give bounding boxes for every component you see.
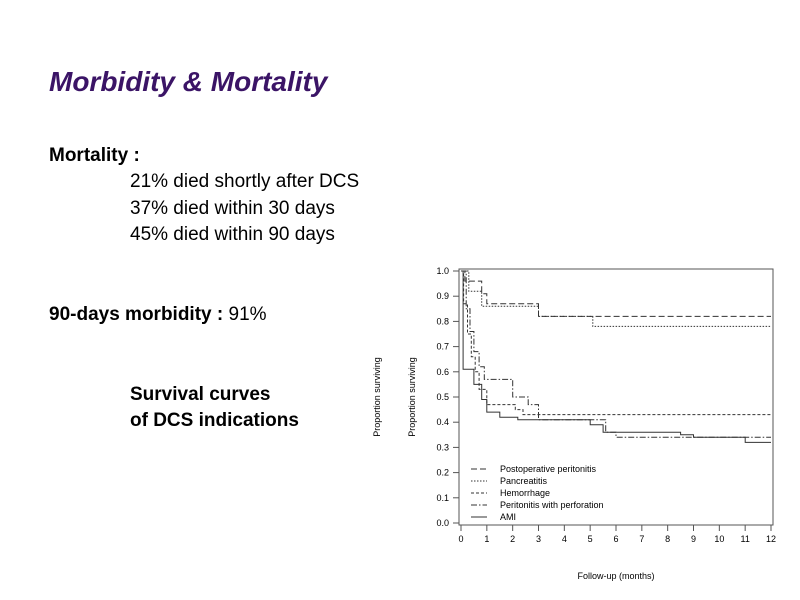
y-tick-label: 0.6 bbox=[436, 367, 449, 377]
chart-caption-line-1: Survival curves bbox=[130, 384, 271, 405]
series-line-3 bbox=[461, 270, 771, 416]
y-tick-label: 0.9 bbox=[436, 291, 449, 301]
morbidity-label: 90-days morbidity : bbox=[49, 304, 224, 325]
x-tick-label: 0 bbox=[458, 534, 463, 544]
morbidity-value: 91% bbox=[223, 304, 267, 325]
x-tick-label: 3 bbox=[536, 534, 541, 544]
x-tick-label: 9 bbox=[691, 534, 696, 544]
page-title: Morbidity & Mortality bbox=[49, 66, 328, 97]
y-tick-label: 0.7 bbox=[436, 342, 449, 352]
survival-chart: 0.00.10.20.30.40.50.60.70.80.91.00 1 2 3 4 5 6… bbox=[372, 266, 776, 581]
x-tick-label: 1 bbox=[484, 534, 489, 544]
mortality-item-1: 21% died shortly after DCS bbox=[130, 171, 360, 192]
y-tick-label: 0.8 bbox=[436, 316, 449, 326]
legend-label-3: Hemorrhage bbox=[500, 488, 550, 498]
y-tick-label: 0.1 bbox=[436, 493, 449, 503]
y-tick-label: 0.0 bbox=[436, 518, 449, 528]
legend-label-1: Postoperative peritonitis bbox=[500, 464, 597, 474]
series-line-5 bbox=[461, 270, 771, 443]
y-tick-label: 0.3 bbox=[436, 442, 449, 452]
chart-caption-line-2: of DCS indications bbox=[130, 410, 299, 431]
y-tick-label: 1.0 bbox=[436, 266, 449, 276]
y-tick-label: 0.2 bbox=[436, 468, 449, 478]
series-line-1 bbox=[461, 270, 771, 317]
x-tick-label: 12 bbox=[766, 534, 776, 544]
y-axis-label-duplicate: Proportion surviving bbox=[372, 357, 382, 437]
mortality-heading: Mortality : bbox=[49, 145, 140, 166]
series-line-4 bbox=[461, 270, 771, 438]
x-tick-label: 7 bbox=[639, 534, 644, 544]
plot-frame bbox=[458, 268, 774, 526]
y-axis-label: Proportion surviving bbox=[407, 357, 417, 437]
x-tick-label: 6 bbox=[613, 534, 618, 544]
legend-label-4: Peritonitis with perforation bbox=[500, 500, 604, 510]
y-tick-label: 0.4 bbox=[436, 417, 449, 427]
morbidity-line: 90-days morbidity : 91% bbox=[49, 304, 267, 326]
x-axis-label: Follow-up (months) bbox=[577, 571, 654, 581]
x-tick-label: 2 bbox=[510, 534, 515, 544]
x-tick-label: 11 bbox=[740, 534, 749, 544]
y-tick-label: 0.5 bbox=[436, 392, 449, 402]
mortality-item-2: 37% died within 30 days bbox=[130, 198, 335, 219]
x-tick-label: 10 bbox=[714, 534, 724, 544]
legend-label-2: Pancreatitis bbox=[500, 476, 548, 486]
series-line-2 bbox=[461, 270, 771, 327]
mortality-item-3: 45% died within 90 days bbox=[130, 224, 335, 245]
x-tick-label: 4 bbox=[562, 534, 567, 544]
x-tick-label: 8 bbox=[665, 534, 670, 544]
legend-label-5: AMI bbox=[500, 512, 516, 522]
x-tick-label: 5 bbox=[588, 534, 593, 544]
